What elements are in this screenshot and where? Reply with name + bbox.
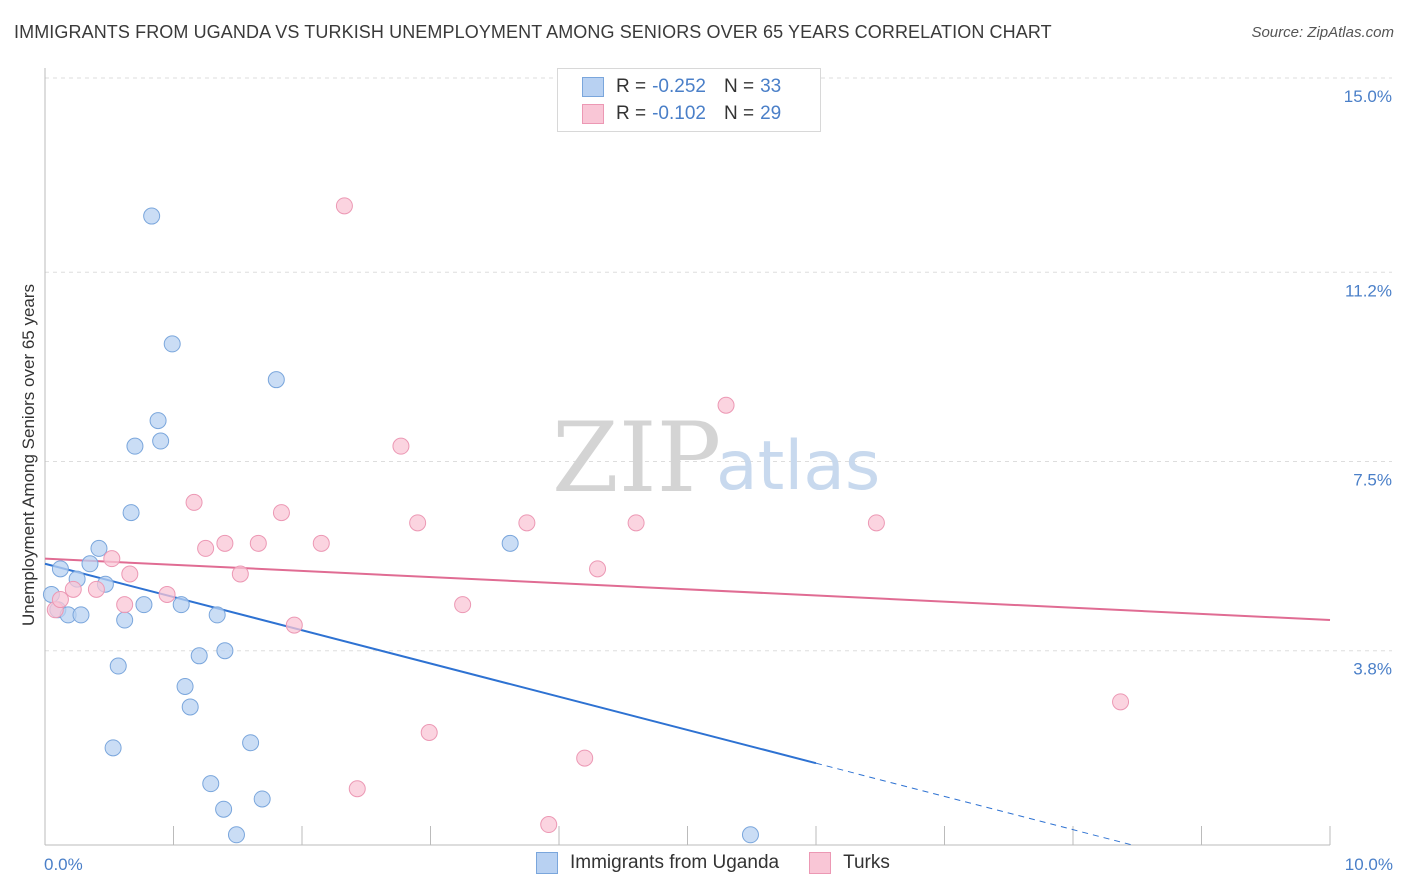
turks-point: [272, 504, 290, 522]
turks-point: [121, 565, 139, 583]
uganda-point: [227, 826, 245, 844]
turks-point: [64, 580, 82, 598]
turks-point: [51, 591, 69, 609]
uganda-point: [267, 371, 285, 389]
turks-point: [540, 816, 558, 834]
turks-point: [249, 534, 267, 552]
uganda-point: [190, 647, 208, 665]
y-axis-label: Unemployment Among Seniors over 65 years: [19, 284, 38, 626]
legend-n-label: N =: [723, 76, 755, 97]
legend-swatch-pink: [582, 104, 604, 124]
source-credit: Source: ZipAtlas.com: [1251, 24, 1394, 41]
turks-point: [197, 539, 215, 557]
uganda-point: [72, 606, 90, 624]
trend-lines: [44, 557, 1331, 846]
uganda-point: [176, 677, 194, 695]
turks-point: [627, 514, 645, 532]
uganda-point: [122, 504, 140, 522]
y-tick-label: 11.2%: [1345, 281, 1392, 300]
turks-point: [87, 580, 105, 598]
x-tick-label: 10.0%: [1345, 855, 1393, 874]
uganda-point: [216, 642, 234, 660]
watermark-zip: ZIP: [552, 402, 721, 514]
uganda-point: [181, 698, 199, 716]
uganda-trend-extension: [815, 762, 1133, 846]
turks-point: [285, 616, 303, 634]
turks-point: [1112, 693, 1130, 711]
uganda-point: [202, 775, 220, 793]
uganda-point: [741, 826, 759, 844]
turks-point: [158, 585, 176, 603]
turks-point: [409, 514, 427, 532]
y-tick-label: 3.8%: [1353, 660, 1392, 679]
uganda-point: [149, 412, 167, 430]
legend-r-value: -0.252: [652, 76, 706, 97]
turks-point: [116, 596, 134, 614]
uganda-point: [90, 539, 108, 557]
turks-point: [216, 534, 234, 552]
uganda-point: [163, 335, 181, 353]
uganda-point: [135, 596, 153, 614]
correlation-legend: R = -0.252 N = 33 R = -0.102 N = 29: [557, 68, 821, 132]
uganda-point: [152, 432, 170, 450]
turks-point: [454, 596, 472, 614]
legend-n-label: N =: [723, 103, 755, 124]
uganda-point: [172, 596, 190, 614]
uganda-point: [109, 657, 127, 675]
chart-title: IMMIGRANTS FROM UGANDA VS TURKISH UNEMPL…: [14, 22, 1052, 42]
turks-point: [312, 534, 330, 552]
legend-row-uganda: R = -0.252 N = 33: [582, 75, 781, 99]
uganda-point: [253, 790, 271, 808]
uganda-point: [104, 739, 122, 757]
tick-labels: 3.8% 7.5% 11.2% 15.0% 0.0% 10.0%: [44, 87, 1393, 874]
legend-swatch-pink: [809, 852, 832, 874]
legend-item-turks[interactable]: Turks: [809, 852, 890, 874]
turks-point: [867, 514, 885, 532]
uganda-point: [501, 534, 519, 552]
legend-n-value: 29: [760, 103, 782, 124]
y-tick-label: 15.0%: [1344, 87, 1392, 106]
turks-point: [576, 749, 594, 767]
uganda-point: [215, 800, 233, 818]
legend-label-uganda: Immigrants from Uganda: [570, 852, 780, 873]
uganda-point: [242, 734, 260, 752]
watermark-atlas: atlas: [716, 427, 880, 506]
y-tick-label: 7.5%: [1353, 471, 1392, 490]
legend-item-uganda[interactable]: Immigrants from Uganda: [536, 852, 779, 874]
turks-point: [717, 396, 735, 414]
turks-point: [185, 493, 203, 511]
legend-label-turks: Turks: [843, 852, 890, 873]
uganda-point: [81, 555, 99, 573]
data-points: [42, 197, 1130, 844]
legend-n-value: 33: [760, 76, 782, 97]
turks-point: [231, 565, 249, 583]
uganda-point: [143, 207, 161, 225]
turks-point: [103, 550, 121, 568]
turks-point: [518, 514, 536, 532]
uganda-point: [116, 611, 134, 629]
axes: [44, 68, 1331, 846]
uganda-point: [208, 606, 226, 624]
legend-swatch-blue: [582, 77, 604, 97]
grid-lines: [45, 77, 1392, 652]
turks-point: [392, 437, 410, 455]
legend-row-turks: R = -0.102 N = 29: [582, 102, 781, 126]
turks-trend-line: [44, 557, 1331, 622]
legend-swatch-blue: [536, 852, 558, 874]
turks-point: [589, 560, 607, 578]
turks-point: [348, 780, 366, 798]
series-legend: Immigrants from Uganda Turks: [536, 852, 920, 874]
turks-point: [420, 724, 438, 742]
uganda-point: [51, 560, 69, 578]
legend-r-value: -0.102: [652, 103, 706, 124]
turks-point: [335, 197, 353, 215]
x-tick-label: 0.0%: [44, 855, 83, 874]
uganda-point: [126, 437, 144, 455]
legend-r-label: R =: [616, 76, 647, 97]
legend-r-label: R =: [616, 103, 647, 124]
